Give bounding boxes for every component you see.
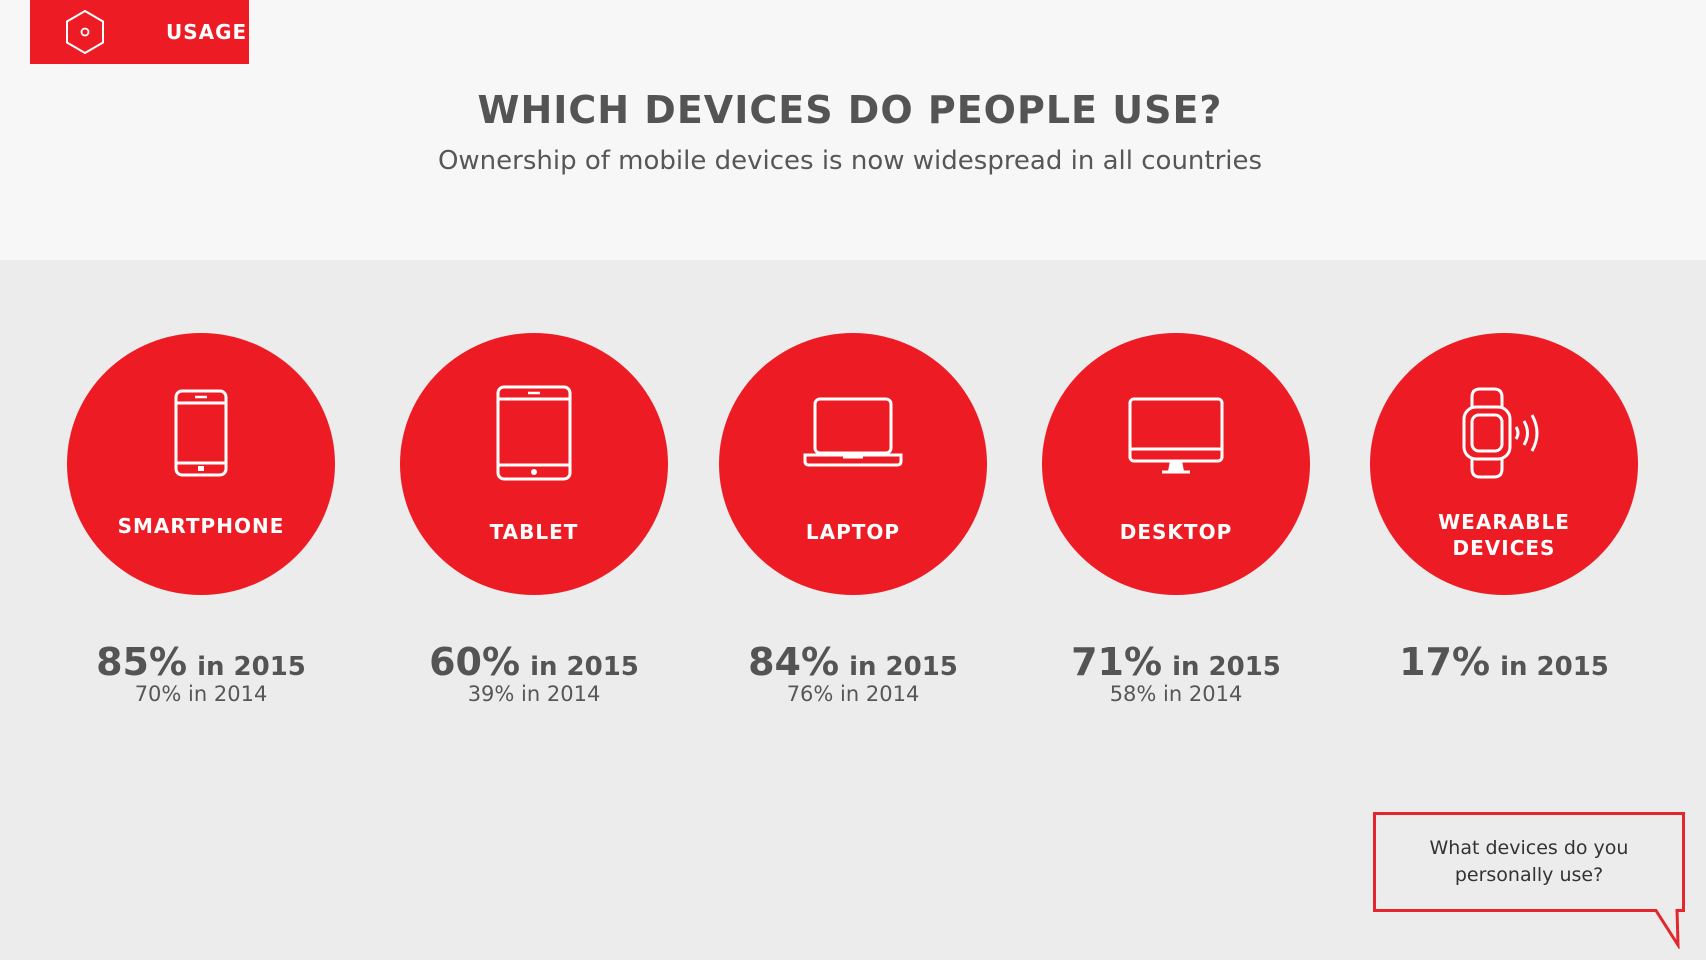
section-tag: USAGE [30, 0, 249, 64]
device-card-laptop: LAPTOP [719, 333, 987, 595]
stat-2015-suffix: in 2015 [1500, 652, 1609, 682]
device-circle: TABLET [400, 333, 668, 595]
question-line1: What devices do you [1429, 837, 1629, 859]
desktop-icon [1128, 397, 1224, 474]
stat-2014: 58% in 2014 [1109, 682, 1243, 706]
stat-2015-value: 17% [1399, 640, 1491, 684]
device-card-desktop: DESKTOP [1042, 333, 1310, 595]
stat-2014: 39% in 2014 [467, 682, 601, 706]
page-subtitle: Ownership of mobile devices is now wides… [437, 146, 1263, 176]
stat-2015-value: 71% [1071, 640, 1163, 684]
device-label-line1: WEARABLE [1438, 510, 1570, 534]
stat-2015: 17% in 2015 [1370, 640, 1638, 684]
stat-2014: 70% in 2014 [134, 682, 268, 706]
device-label: LAPTOP [805, 520, 901, 544]
device-label-line2: DEVICES [1452, 536, 1556, 560]
stat-2015-value: 85% [96, 640, 188, 684]
device-label: TABLET [489, 520, 579, 544]
stat-2015-suffix: in 2015 [849, 652, 958, 682]
smartphone-icon [174, 389, 228, 477]
device-circle: LAPTOP [719, 333, 987, 595]
device-circle: DESKTOP [1042, 333, 1310, 595]
device-card-tablet: TABLET [400, 333, 668, 595]
header-area [0, 0, 1706, 260]
stat-2015: 71% in 2015 [1042, 640, 1310, 684]
device-label: DESKTOP [1119, 520, 1233, 544]
stat-2015-suffix: in 2015 [530, 652, 639, 682]
tablet-icon [496, 385, 572, 481]
device-card-wearable: WEARABLE DEVICES [1370, 333, 1638, 595]
question-line2: personally use? [1454, 864, 1604, 886]
device-label: SMARTPHONE [117, 514, 285, 538]
stat-2015-suffix: in 2015 [1172, 652, 1281, 682]
stat-2015-value: 84% [748, 640, 840, 684]
device-circle: WEARABLE DEVICES [1370, 333, 1638, 595]
stat-2014: 76% in 2014 [786, 682, 920, 706]
laptop-icon [803, 397, 903, 467]
hexagon-icon [66, 9, 104, 55]
stat-2015-value: 60% [429, 640, 521, 684]
section-tag-label: USAGE [166, 20, 248, 44]
stat-2015-suffix: in 2015 [197, 652, 306, 682]
device-label: WEARABLE DEVICES [1370, 509, 1638, 561]
device-card-smartphone: SMARTPHONE [67, 333, 335, 595]
smartwatch-icon [1462, 387, 1539, 479]
question-callout: What devices do you personally use? [1373, 812, 1685, 949]
device-circle: SMARTPHONE [67, 333, 335, 595]
question-text: What devices do you personally use? [1376, 835, 1682, 889]
callout-tail-icon [1653, 909, 1680, 949]
page-title: WHICH DEVICES DO PEOPLE USE? [477, 88, 1223, 132]
stat-2015: 60% in 2015 [400, 640, 668, 684]
stat-2015: 85% in 2015 [67, 640, 335, 684]
stat-2015: 84% in 2015 [719, 640, 987, 684]
